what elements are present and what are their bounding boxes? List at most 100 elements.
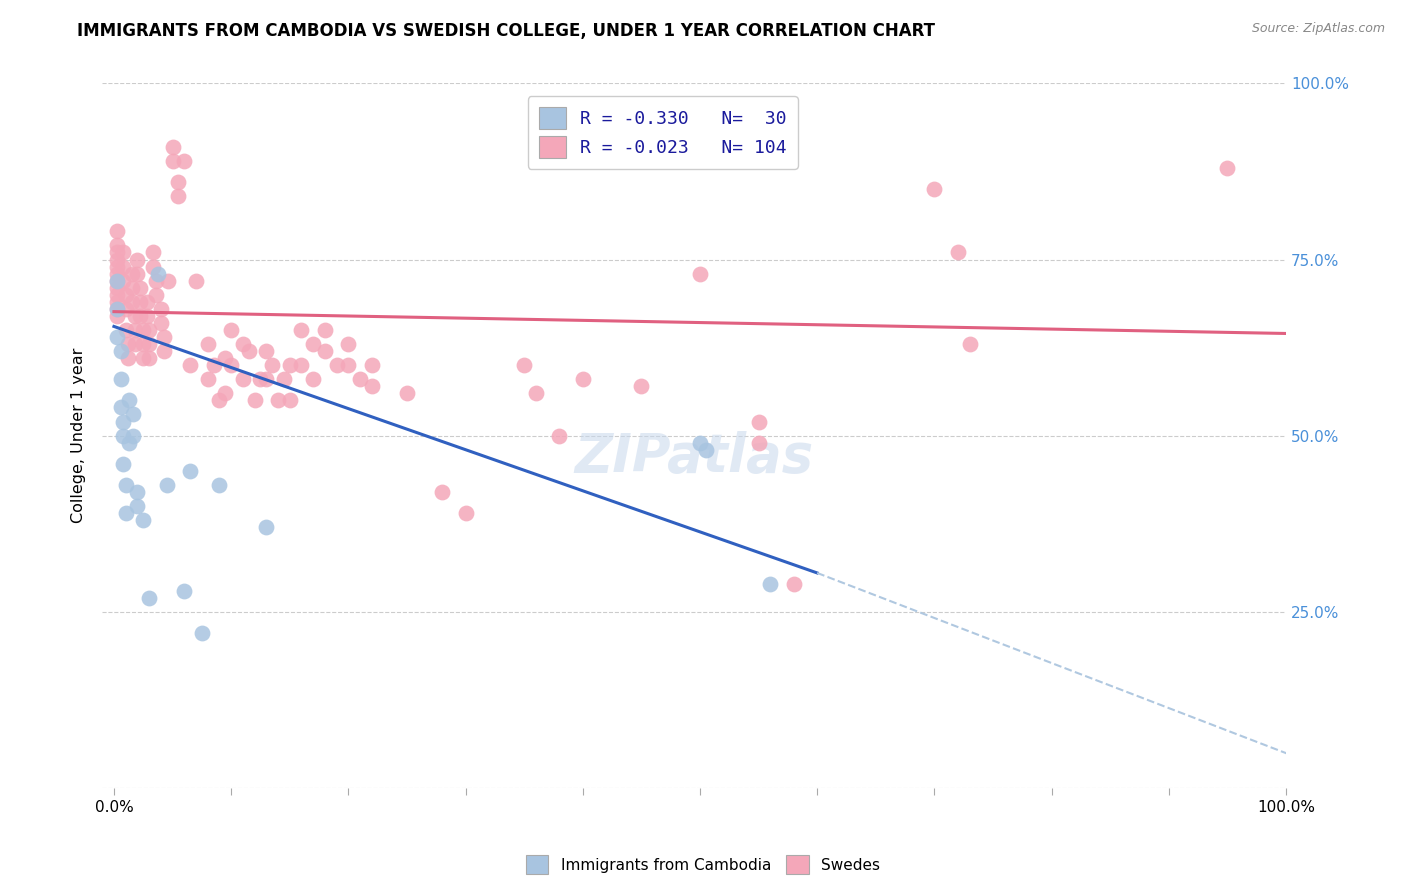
Point [179, 464, 201, 478]
Point [689, 435, 711, 450]
Point [110, 372, 132, 386]
Point [107, 274, 129, 288]
Point [117, 351, 139, 365]
Y-axis label: College, Under 1 year: College, Under 1 year [72, 348, 86, 524]
Legend: R = -0.330   N=  30, R = -0.023   N= 104: R = -0.330 N= 30, R = -0.023 N= 104 [527, 96, 797, 169]
Point [127, 252, 149, 267]
Point [249, 372, 271, 386]
Text: IMMIGRANTS FROM CAMBODIA VS SWEDISH COLLEGE, UNDER 1 YEAR CORRELATION CHART: IMMIGRANTS FROM CAMBODIA VS SWEDISH COLL… [77, 22, 935, 40]
Point [132, 513, 155, 527]
Text: ZIPatlas: ZIPatlas [575, 431, 814, 483]
Point [571, 372, 593, 386]
Point [1216, 161, 1239, 175]
Point [128, 281, 150, 295]
Point [132, 337, 155, 351]
Point [395, 386, 418, 401]
Point [630, 379, 652, 393]
Point [107, 309, 129, 323]
Point [112, 245, 135, 260]
Point [302, 337, 325, 351]
Point [112, 457, 135, 471]
Point [149, 316, 172, 330]
Point [121, 428, 143, 442]
Point [142, 260, 165, 274]
Point [314, 323, 336, 337]
Point [107, 252, 129, 267]
Point [145, 274, 167, 288]
Point [112, 274, 135, 288]
Point [548, 428, 571, 442]
Point [127, 485, 149, 500]
Point [110, 401, 132, 415]
Point [695, 442, 717, 457]
Point [114, 478, 136, 492]
Point [325, 358, 347, 372]
Point [128, 294, 150, 309]
Point [197, 337, 219, 351]
Point [138, 351, 160, 365]
Point [127, 267, 149, 281]
Point [173, 583, 195, 598]
Point [121, 294, 143, 309]
Point [138, 591, 160, 605]
Point [167, 175, 190, 189]
Point [107, 274, 129, 288]
Point [112, 415, 135, 429]
Point [142, 245, 165, 260]
Point [254, 344, 277, 359]
Point [208, 478, 231, 492]
Point [219, 358, 242, 372]
Point [337, 358, 360, 372]
Point [114, 323, 136, 337]
Point [748, 415, 770, 429]
Point [153, 344, 176, 359]
Point [114, 506, 136, 520]
Point [124, 309, 146, 323]
Text: Source: ZipAtlas.com: Source: ZipAtlas.com [1251, 22, 1385, 36]
Point [243, 393, 266, 408]
Point [117, 337, 139, 351]
Point [107, 301, 129, 316]
Point [337, 337, 360, 351]
Point [191, 625, 214, 640]
Point [202, 358, 225, 372]
Point [302, 372, 325, 386]
Point [959, 337, 981, 351]
Point [167, 189, 190, 203]
Point [278, 358, 301, 372]
Point [360, 379, 382, 393]
Point [107, 245, 129, 260]
Point [156, 478, 179, 492]
Point [179, 358, 201, 372]
Point [149, 301, 172, 316]
Point [107, 287, 129, 301]
Point [148, 267, 170, 281]
Point [238, 344, 260, 359]
Point [349, 372, 371, 386]
Point [513, 358, 536, 372]
Point [314, 344, 336, 359]
Point [290, 323, 312, 337]
Point [124, 323, 146, 337]
Point [107, 330, 129, 344]
Point [924, 182, 946, 196]
Point [110, 344, 132, 359]
Point [173, 153, 195, 168]
Point [112, 260, 135, 274]
Point [783, 576, 806, 591]
Point [278, 393, 301, 408]
Point [162, 153, 184, 168]
Point [107, 281, 129, 295]
Point [232, 372, 254, 386]
Point [184, 274, 207, 288]
Point [127, 499, 149, 513]
Point [107, 260, 129, 274]
Point [524, 386, 547, 401]
Point [748, 435, 770, 450]
Point [208, 393, 231, 408]
Point [124, 337, 146, 351]
Point [114, 287, 136, 301]
Point [107, 238, 129, 252]
Point [454, 506, 477, 520]
Point [121, 408, 143, 422]
